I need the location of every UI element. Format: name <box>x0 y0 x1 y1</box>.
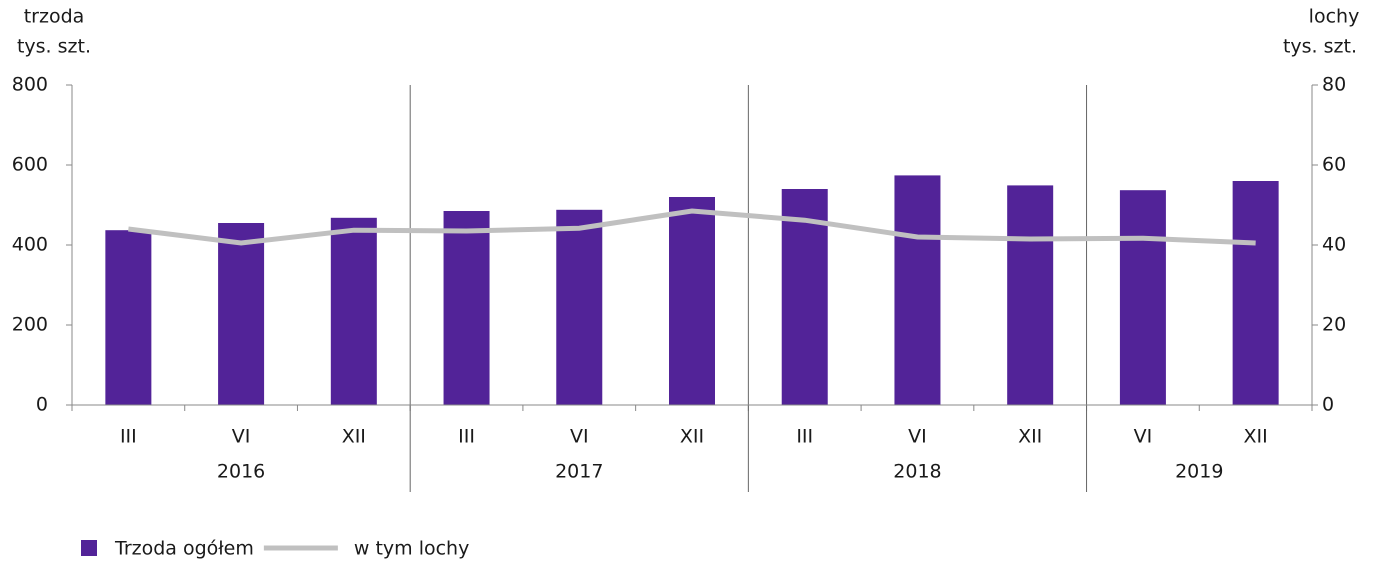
y-tick-label: 0 <box>36 394 48 416</box>
y-tick-label: 600 <box>12 154 48 176</box>
legend-swatch <box>81 540 97 556</box>
y2-tick-label: 60 <box>1322 154 1346 176</box>
y-tick-label: 200 <box>12 314 48 336</box>
x-tick-label: XII <box>1244 426 1268 448</box>
bar <box>443 211 490 405</box>
x-group-label: 2016 <box>217 461 265 483</box>
x-group-label: 2017 <box>555 461 603 483</box>
y2-axis-title: lochy <box>1309 6 1360 28</box>
y-tick-label: 400 <box>12 234 48 256</box>
y2-tick-label: 0 <box>1322 394 1334 416</box>
x-group-label: 2018 <box>893 461 941 483</box>
y2-tick-label: 40 <box>1322 234 1346 256</box>
y-tick-label: 800 <box>12 74 48 96</box>
bar <box>669 197 715 405</box>
bar <box>894 175 941 405</box>
x-tick-label: VI <box>232 426 251 448</box>
bar <box>1232 181 1279 405</box>
x-tick-label: VI <box>908 426 927 448</box>
y2-tick-label: 20 <box>1322 314 1346 336</box>
bar <box>1007 185 1054 405</box>
x-group-label: 2019 <box>1175 461 1223 483</box>
x-tick-label: III <box>120 426 137 448</box>
bar <box>218 223 265 405</box>
x-tick-label: XII <box>1018 426 1042 448</box>
bar <box>330 217 377 405</box>
x-tick-label: XII <box>680 426 704 448</box>
line <box>128 208 1256 246</box>
bar <box>556 209 603 405</box>
y2-tick-label: 80 <box>1322 74 1346 96</box>
y-axis-title: tys. szt. <box>17 36 91 58</box>
x-tick-label: VI <box>1134 426 1153 448</box>
y2-axis-title: tys. szt. <box>1283 36 1357 58</box>
legend-label: w tym lochy <box>354 538 469 560</box>
x-tick-label: VI <box>570 426 589 448</box>
x-tick-label: III <box>796 426 813 448</box>
bar <box>1119 190 1166 405</box>
y-axis-title: trzoda <box>24 6 85 28</box>
bar <box>105 230 152 405</box>
legend-label: Trzoda ogółem <box>114 538 254 560</box>
x-tick-label: III <box>458 426 475 448</box>
x-tick-label: XII <box>342 426 366 448</box>
